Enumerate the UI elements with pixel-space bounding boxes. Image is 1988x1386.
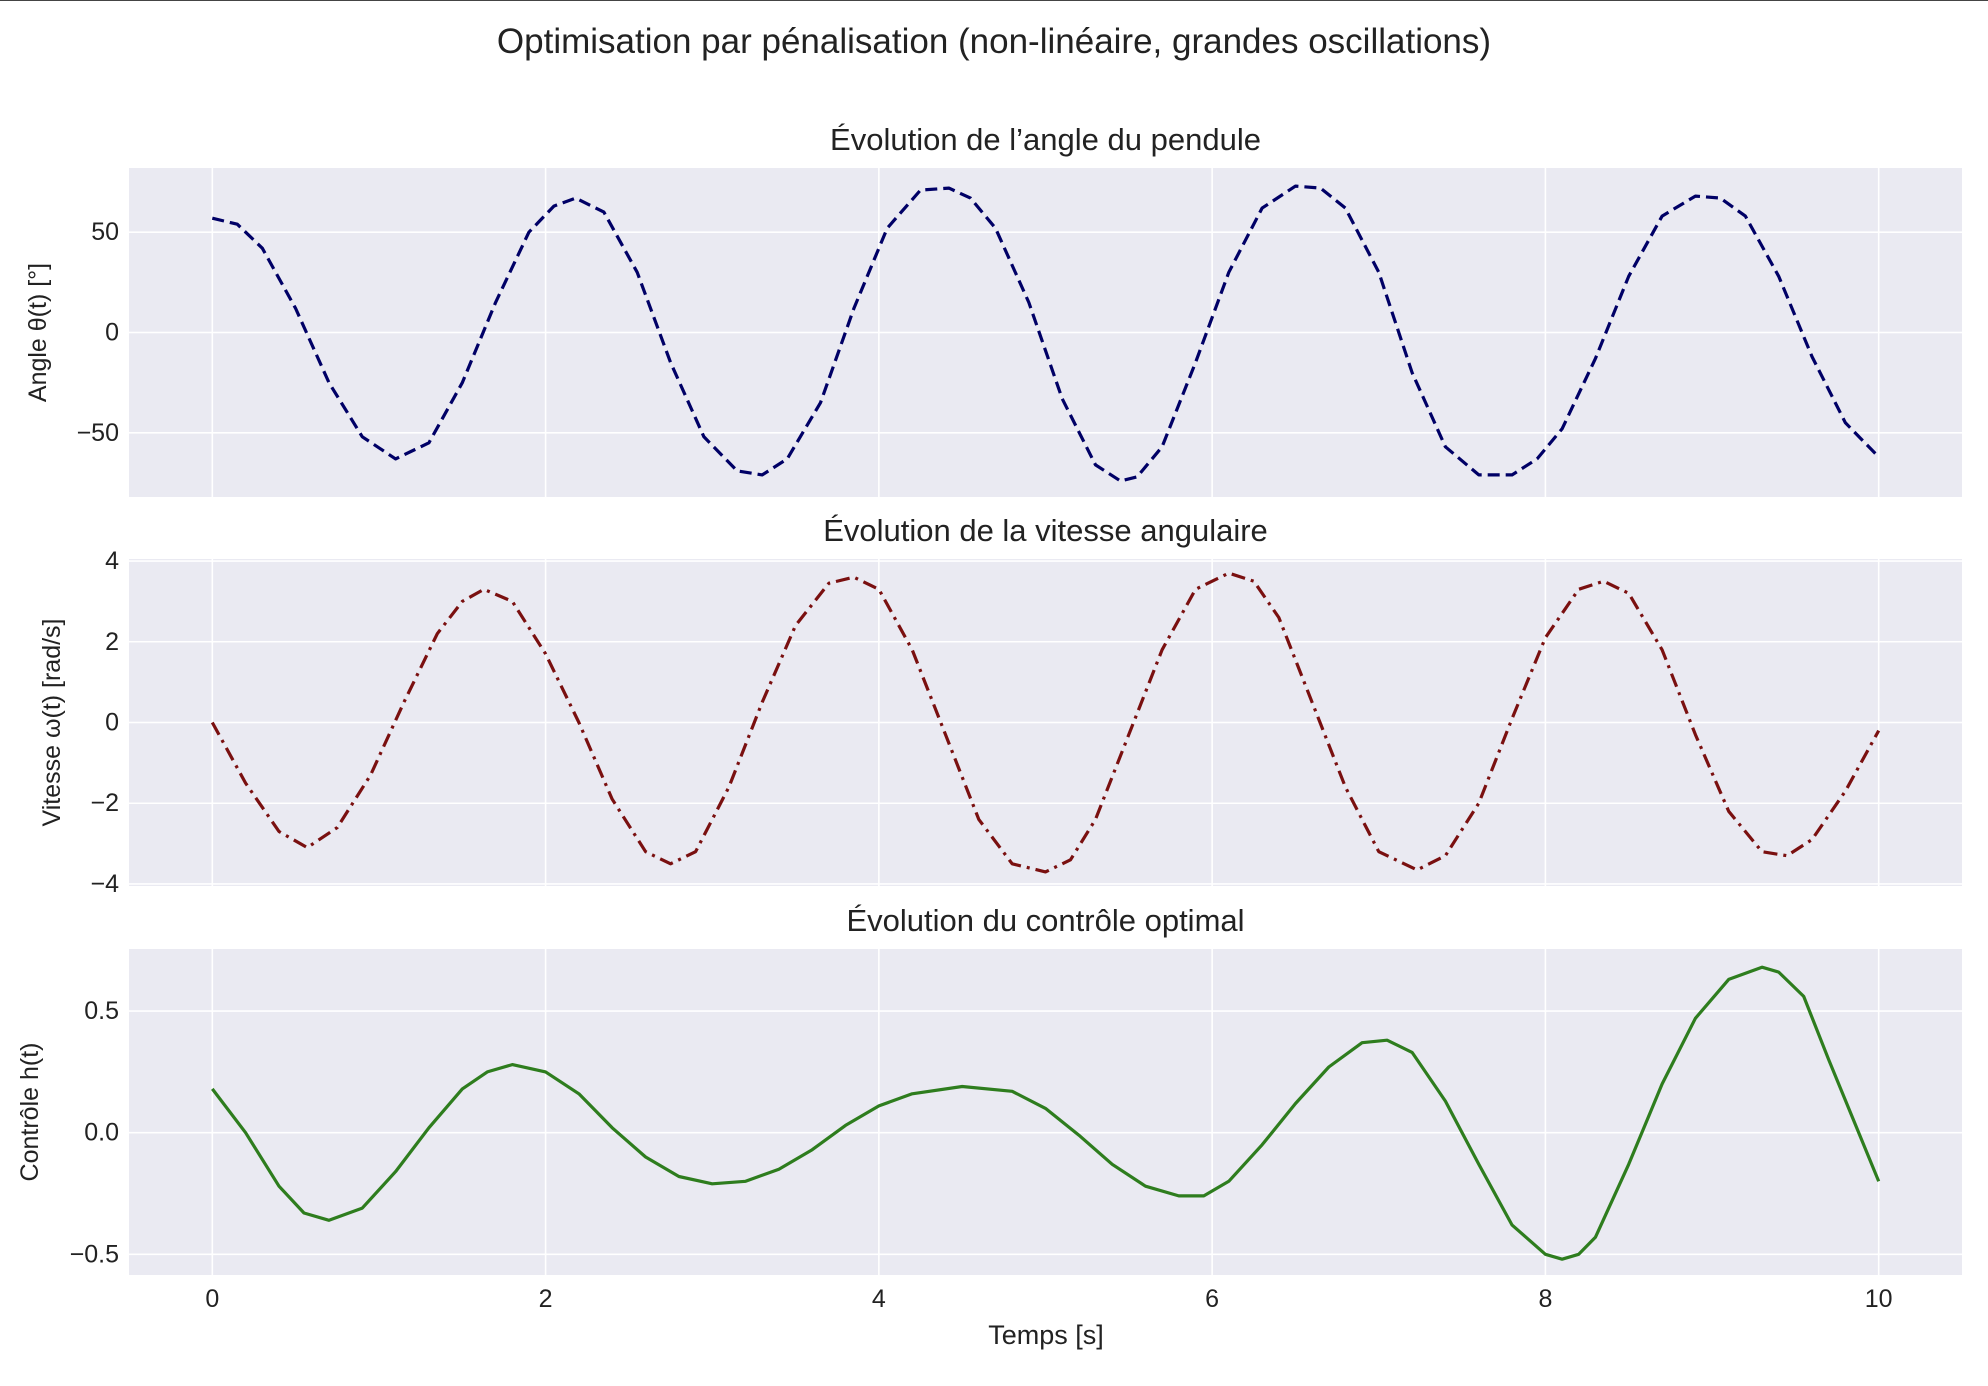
panel-title: Évolution du contrôle optimal	[846, 903, 1244, 938]
series-group	[210, 571, 1881, 874]
panel-angle: −50 0 50 Évolution de l’angle du pendule A…	[24, 122, 1962, 497]
y-tick-label: −4	[90, 870, 119, 898]
series-group	[211, 965, 1881, 1261]
series-group	[211, 184, 1880, 483]
series-line	[211, 184, 1880, 483]
x-tick-label: 4	[872, 1285, 886, 1313]
y-tick-label: 4	[105, 547, 119, 575]
panel-angular-velocity: −4 −2 0 2 4 Évolution de la vitesse angulair…	[38, 513, 1962, 898]
y-tick-label: −50	[77, 419, 119, 447]
x-axis-label: Temps [s]	[988, 1320, 1104, 1350]
y-tick-label: 0.0	[84, 1119, 119, 1147]
figure-suptitle: Optimisation par pénalisation (non-linéa…	[497, 22, 1491, 61]
y-tick-labels: −4 −2 0 2 4	[90, 547, 119, 898]
y-tick-label: 0	[105, 319, 119, 347]
y-tick-label: −2	[90, 789, 119, 817]
top-border	[0, 0, 1988, 1]
x-tick-label: 10	[1865, 1285, 1893, 1313]
y-tick-labels: −50 0 50	[77, 218, 119, 447]
x-tick-labels: 0 2 4 6 8 10	[205, 1285, 1892, 1313]
y-tick-label: 2	[105, 628, 119, 656]
panel-optimal-control: −0.5 0.0 0.5 0 2 4 6 8 10 Évolution du contrôle…	[16, 903, 1962, 1313]
panel-title: Évolution de la vitesse angulaire	[823, 513, 1268, 548]
y-tick-labels: −0.5 0.0 0.5	[70, 997, 119, 1268]
x-tick-label: 8	[1538, 1285, 1552, 1313]
y-axis-label: Vitesse ω(t) [rad/s]	[38, 618, 66, 826]
y-axis-label: Angle θ(t) [°]	[24, 263, 52, 402]
y-tick-label: 50	[91, 218, 119, 246]
x-tick-label: 2	[539, 1285, 553, 1313]
series-line	[210, 571, 1881, 874]
grid	[129, 949, 1962, 1275]
series-line	[211, 965, 1881, 1261]
y-axis-label: Contrôle h(t)	[16, 1043, 44, 1182]
x-tick-label: 0	[205, 1285, 219, 1313]
y-tick-label: 0	[105, 709, 119, 737]
y-tick-label: 0.5	[84, 997, 119, 1025]
y-tick-label: −0.5	[70, 1240, 119, 1268]
grid	[129, 168, 1962, 497]
panel-title: Évolution de l’angle du pendule	[830, 122, 1261, 157]
x-tick-label: 6	[1205, 1285, 1219, 1313]
axes-background	[129, 949, 1962, 1275]
